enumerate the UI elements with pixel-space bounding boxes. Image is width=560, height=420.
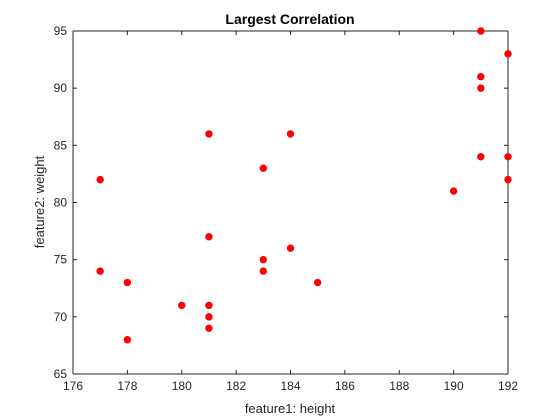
x-tick-label: 186 <box>335 379 355 393</box>
plot-background <box>73 31 508 374</box>
x-tick-label: 184 <box>280 379 300 393</box>
data-point <box>504 153 512 161</box>
data-point <box>449 187 458 195</box>
data-point <box>96 267 104 275</box>
x-tick-label: 190 <box>444 379 464 393</box>
data-point <box>123 336 132 344</box>
data-point <box>477 73 485 81</box>
y-tick-label: 65 <box>54 367 68 381</box>
data-point <box>477 84 485 92</box>
data-point <box>477 27 485 35</box>
axis-ticks: 176 178 180 182 184 186 188 190 192 65 70 75 80 85 90 9… <box>54 24 519 393</box>
data-point <box>205 233 213 241</box>
data-point <box>259 267 268 275</box>
chart-title: Largest Correlation <box>225 11 354 27</box>
x-axis-label: feature1: height <box>245 401 336 416</box>
x-tick-label: 182 <box>226 379 246 393</box>
data-point <box>286 130 295 138</box>
x-tick-label: 180 <box>172 379 192 393</box>
y-tick-label: 70 <box>54 310 68 324</box>
plot-area <box>72 30 509 375</box>
data-point <box>477 153 485 161</box>
y-tick-label: 85 <box>54 138 68 152</box>
y-tick-label: 90 <box>54 81 68 95</box>
data-point <box>286 244 295 252</box>
y-axis-label: feature2: weight <box>32 155 47 248</box>
data-point <box>313 278 322 287</box>
data-points <box>96 27 512 344</box>
x-tick-label: 178 <box>117 379 137 393</box>
data-point <box>205 313 213 321</box>
data-point <box>123 278 132 287</box>
data-point <box>504 50 512 58</box>
data-point <box>259 164 268 172</box>
y-tick-label: 75 <box>54 253 68 267</box>
y-tick-label: 80 <box>54 196 68 210</box>
data-point <box>96 175 104 184</box>
x-tick-label: 176 <box>63 379 83 393</box>
data-point <box>178 301 186 310</box>
data-point <box>504 175 512 184</box>
data-point <box>259 255 268 264</box>
data-point <box>205 130 213 138</box>
x-tick-label: 188 <box>389 379 409 393</box>
x-tick-label: 192 <box>498 379 518 393</box>
y-tick-label: 95 <box>54 24 68 38</box>
data-point <box>205 301 213 310</box>
data-point <box>205 324 213 332</box>
